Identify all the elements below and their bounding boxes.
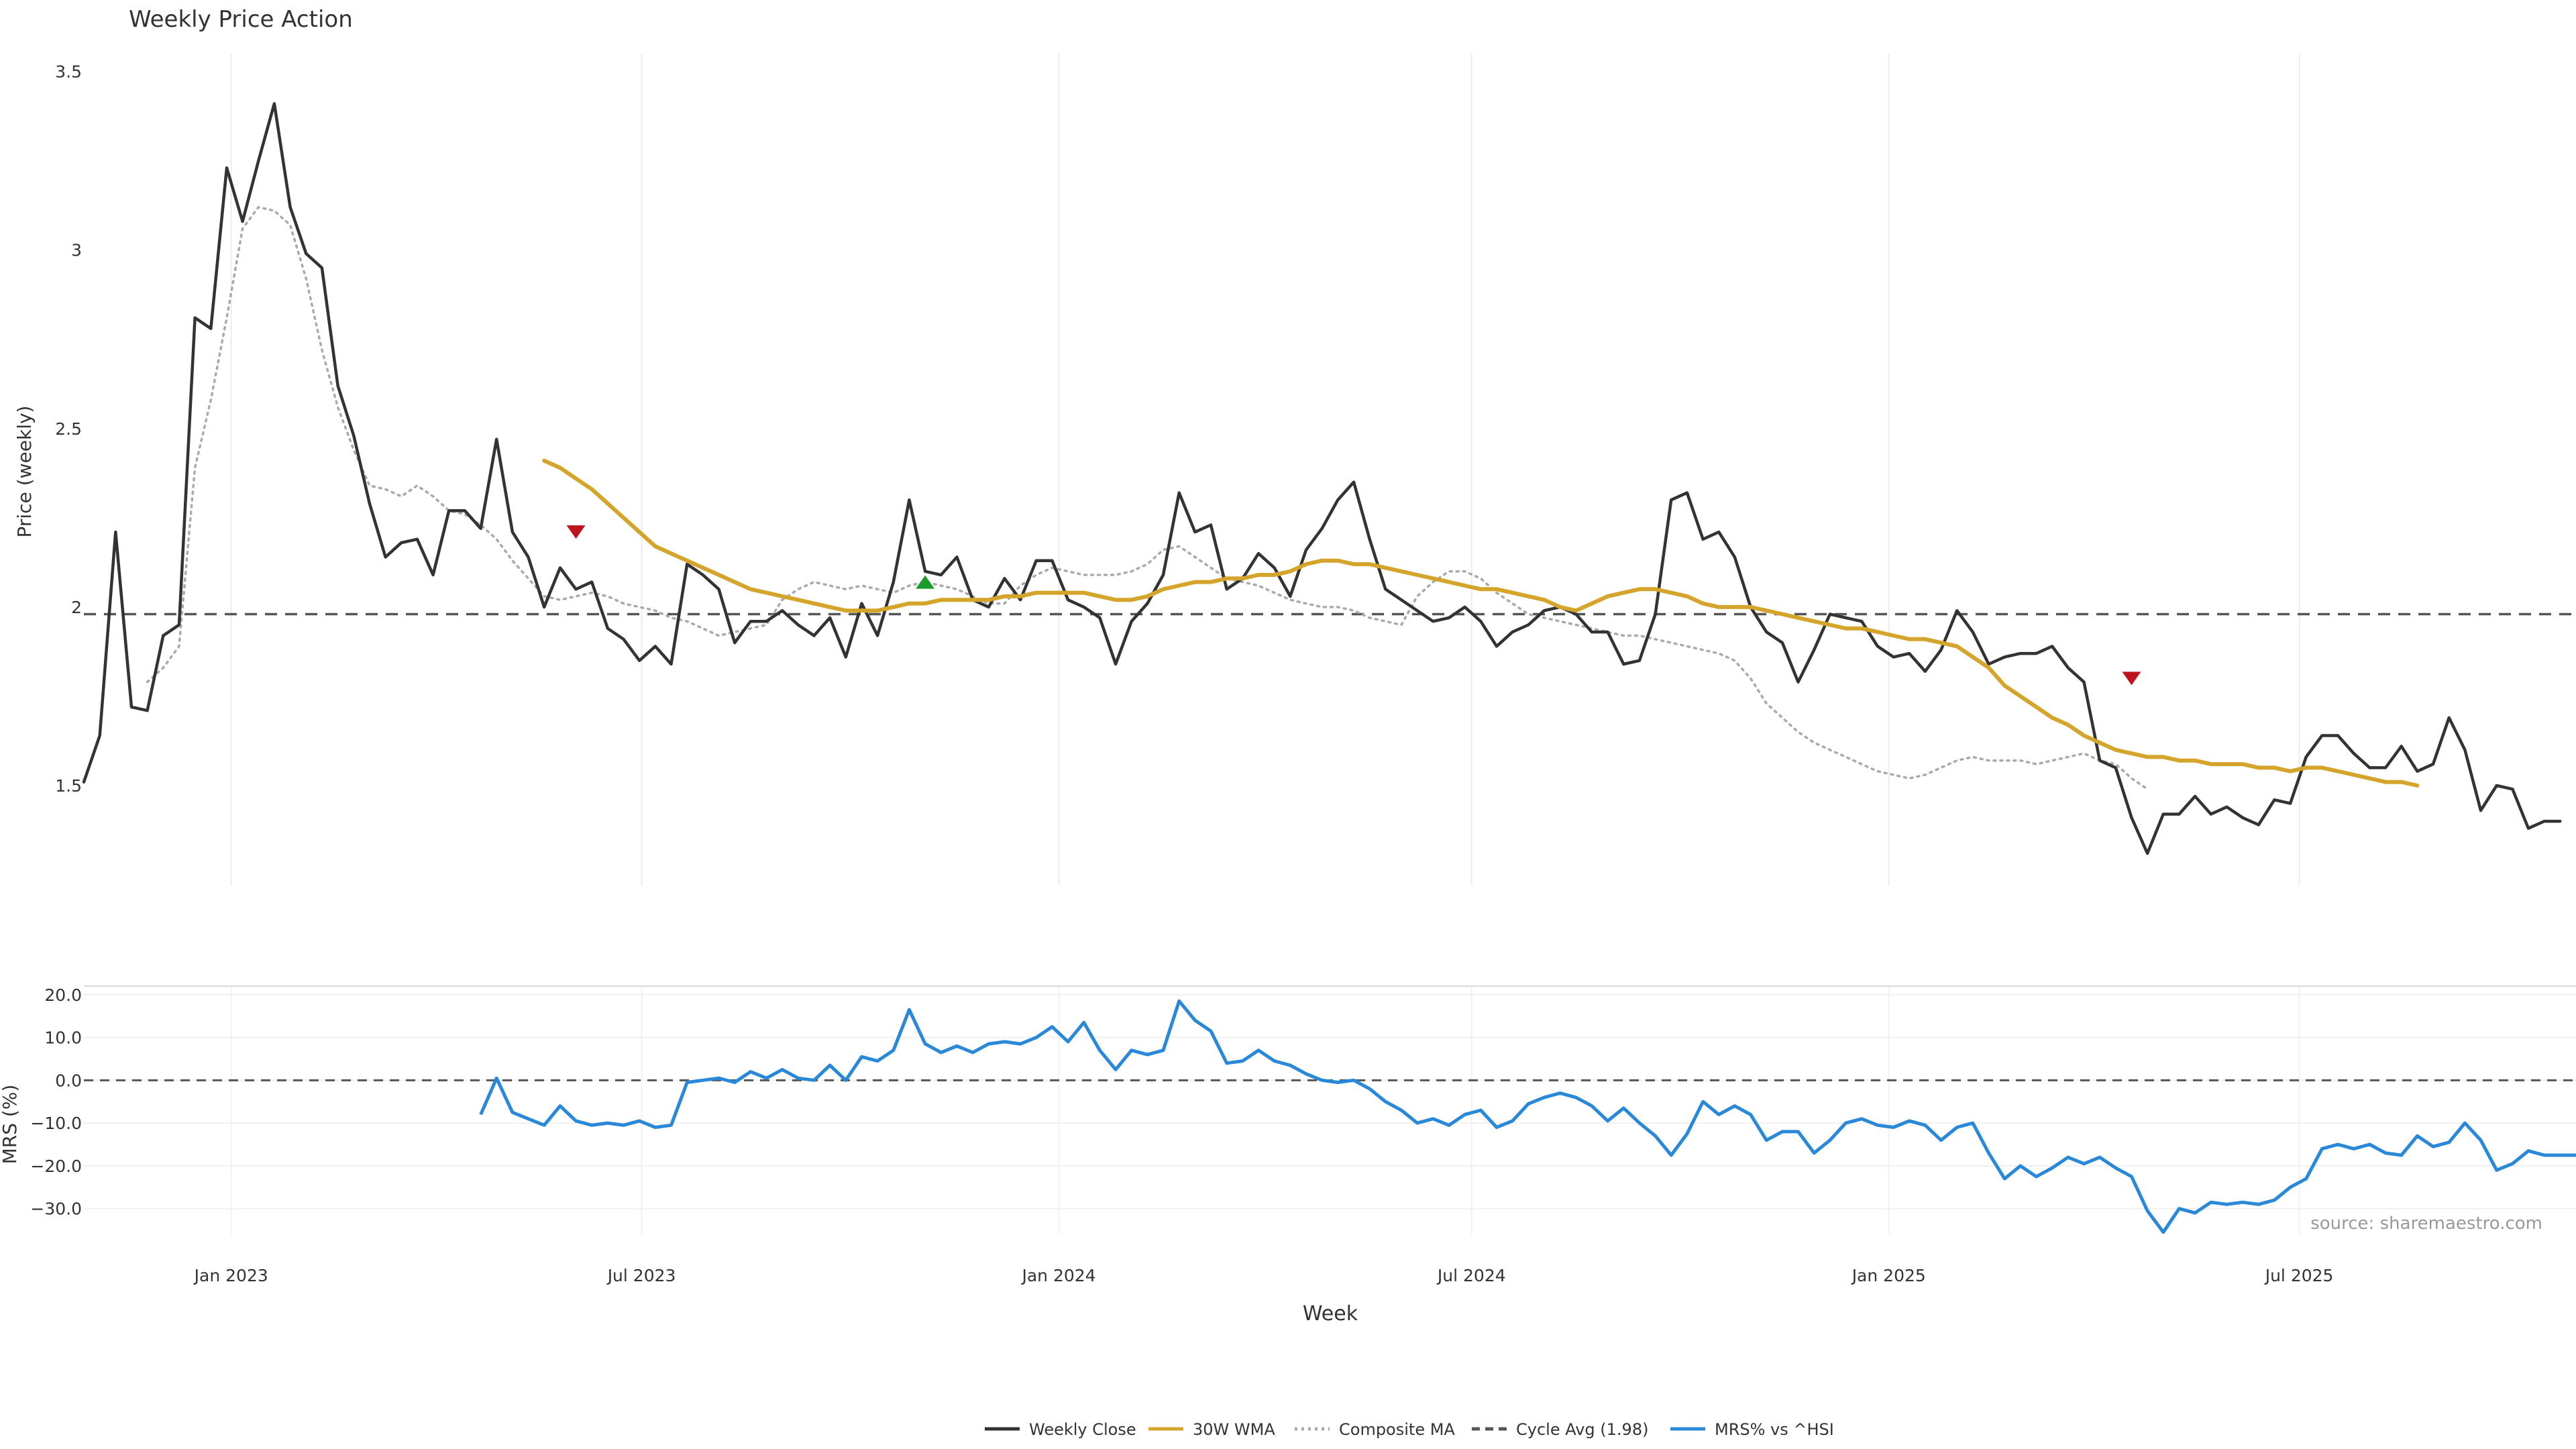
- legend: Weekly Close 30W WMA Composite MA Cycle Avg…: [985, 1420, 1834, 1439]
- mrs-y-tick-label: 0.0: [55, 1071, 82, 1090]
- mrs-line: [479, 999, 2576, 1234]
- source-note: source: sharemaestro.com: [2310, 1214, 2542, 1234]
- mrs-y-label: MRS (%): [0, 1085, 21, 1165]
- legend-item: MRS% vs ^HSI: [1670, 1420, 1834, 1439]
- sell-signal-marker: [2122, 672, 2141, 686]
- legend-label: Composite MA: [1339, 1420, 1455, 1439]
- legend-item: 30W WMA: [1148, 1420, 1275, 1439]
- x-axis-label: Week: [1303, 1302, 1358, 1326]
- mrs-y-tick-label: 10.0: [44, 1028, 82, 1048]
- 30w-wma-line: [542, 458, 2420, 788]
- x-tick-label: Jan 2023: [193, 1266, 268, 1285]
- price-y-tick-label: 3.5: [55, 62, 82, 82]
- legend-item: Weekly Close: [985, 1420, 1136, 1439]
- price-y-tick-label: 3: [71, 241, 82, 260]
- sell-signal-marker: [566, 525, 586, 539]
- price-y-tick-label: 2.5: [55, 419, 82, 439]
- mrs-y-tick-label: −30.0: [30, 1199, 82, 1219]
- buy-signal-marker: [916, 575, 935, 589]
- price-y-tick-label: 1.5: [55, 776, 82, 796]
- legend-label: Cycle Avg (1.98): [1516, 1420, 1648, 1439]
- mrs-panel: 20.0 10.0 0.0 −10.0 −20.0 −30.0: [30, 985, 2576, 1234]
- price-panel: 1.5 2 2.5 3 3.5: [55, 54, 2576, 885]
- legend-item: Cycle Avg (1.98): [1472, 1420, 1648, 1439]
- x-tick-label: Jan 2024: [1020, 1266, 1095, 1285]
- legend-label: Weekly Close: [1029, 1420, 1136, 1439]
- price-y-label: Price (weekly): [13, 406, 36, 538]
- chart-title: Weekly Price Action: [129, 6, 353, 33]
- x-tick-label: Jul 2025: [2264, 1266, 2334, 1285]
- legend-item: Composite MA: [1295, 1420, 1455, 1439]
- mrs-y-tick-label: −10.0: [30, 1114, 82, 1133]
- x-tick-label: Jul 2023: [606, 1266, 676, 1285]
- composite-ma-line: [146, 206, 2149, 791]
- price-y-tick-label: 2: [71, 598, 82, 617]
- mrs-y-tick-label: −20.0: [30, 1157, 82, 1176]
- weekly-close-line: [82, 102, 2562, 855]
- mrs-y-tick-label: 20.0: [44, 985, 82, 1005]
- x-axis: Jan 2023 Jul 2023 Jan 2024 Jul 2024 Jan 2025…: [193, 1266, 2334, 1285]
- x-tick-label: Jul 2024: [1436, 1266, 1506, 1285]
- legend-label: MRS% vs ^HSI: [1715, 1420, 1834, 1439]
- x-tick-label: Jan 2025: [1851, 1266, 1926, 1285]
- legend-label: 30W WMA: [1193, 1420, 1275, 1439]
